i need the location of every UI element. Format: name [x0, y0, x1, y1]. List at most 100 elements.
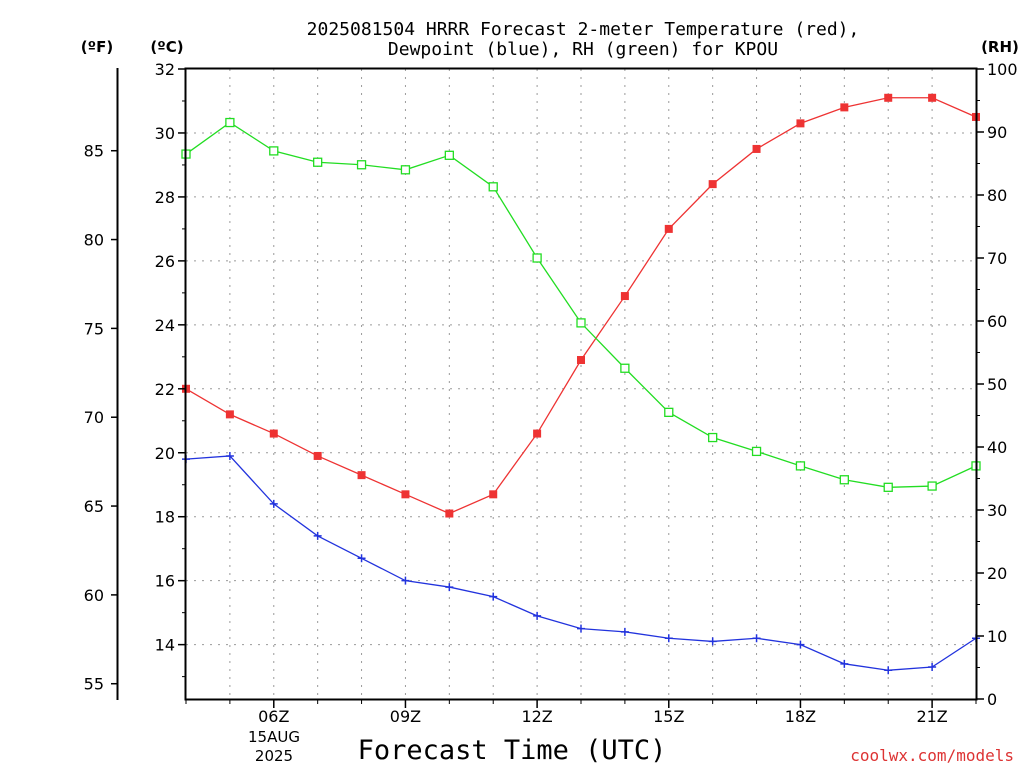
- celsius-tick-label: 30: [155, 124, 175, 143]
- celsius-axis-label: (ºC): [150, 38, 183, 56]
- rh-tick-label: 50: [987, 375, 1007, 394]
- x-tick-label: 09Z: [390, 707, 421, 726]
- x-tick-label: 06Z: [258, 707, 289, 726]
- dewpoint-point: [489, 592, 498, 601]
- temperature-point: [884, 93, 893, 102]
- x-tick-label: 21Z: [916, 707, 947, 726]
- fahrenheit-tick-label: 75: [84, 319, 104, 338]
- rh-tick-label: 100: [987, 60, 1018, 79]
- temperature-point: [357, 471, 366, 480]
- dewpoint-point: [928, 663, 937, 672]
- rh-point: [883, 482, 893, 492]
- rh-tick-label: 80: [987, 186, 1007, 205]
- rh-point: [400, 165, 411, 175]
- dewpoint-point: [884, 666, 893, 675]
- temperature-point: [664, 224, 673, 233]
- dewpoint-point: [577, 624, 585, 633]
- celsius-tick-label: 18: [155, 508, 175, 527]
- dewpoint-point: [533, 611, 542, 620]
- dewpoint-point: [752, 634, 761, 643]
- rh-point: [576, 318, 586, 328]
- temperature-line: [185, 97, 977, 515]
- x-tick-label: 15Z: [653, 707, 684, 726]
- rh-point: [839, 475, 849, 485]
- temperature-point: [489, 490, 498, 499]
- dewpoint-point: [225, 451, 234, 460]
- dewpoint-point: [620, 627, 629, 636]
- temperature-point: [445, 509, 454, 518]
- fahrenheit-tick-label: 70: [84, 408, 104, 427]
- fahrenheit-axis-label: (ºF): [81, 38, 113, 56]
- rh-point: [620, 363, 630, 373]
- dewpoint-point: [840, 659, 849, 668]
- fahrenheit-tick-label: 60: [84, 586, 104, 605]
- dewpoint-point: [445, 583, 454, 592]
- rh-tick-label: 60: [987, 312, 1007, 331]
- rh-point: [356, 160, 367, 170]
- tick-marks: [111, 68, 984, 708]
- temperature-point: [313, 451, 322, 460]
- chart-title-line-2: Dewpoint (blue), RH (green) for KPOU: [388, 39, 778, 60]
- temperature-point: [708, 180, 717, 189]
- rh-tick-label: 10: [987, 627, 1007, 646]
- rh-line: [185, 121, 977, 488]
- rh-tick-label: 30: [987, 501, 1007, 520]
- plot-frame: [184, 67, 978, 701]
- temperature-point: [577, 356, 585, 365]
- celsius-tick-label: 32: [155, 60, 175, 79]
- dewpoint-point: [664, 634, 673, 643]
- temperature-point: [928, 93, 937, 102]
- rh-series: [181, 117, 981, 492]
- rh-point: [927, 481, 937, 491]
- rh-point: [444, 150, 454, 160]
- date-label-year: 2025: [255, 747, 293, 765]
- fahrenheit-tick-label: 80: [84, 231, 104, 250]
- celsius-tick-label: 20: [155, 444, 175, 463]
- rh-point: [708, 432, 718, 443]
- rh-point: [664, 407, 674, 418]
- celsius-tick-label: 22: [155, 380, 175, 399]
- temperature-point: [840, 103, 849, 112]
- grid-lines: [186, 69, 976, 699]
- celsius-tick-label: 24: [155, 316, 175, 335]
- temperature-point: [225, 410, 234, 419]
- temperature-point: [269, 429, 278, 438]
- x-axis-title: Forecast Time (UTC): [358, 735, 667, 766]
- temperature-point: [752, 144, 761, 153]
- temperature-point: [401, 490, 410, 499]
- dewpoint-point: [357, 554, 366, 563]
- x-tick-label: 12Z: [521, 707, 552, 726]
- rh-point: [269, 146, 279, 156]
- temperature-point: [620, 292, 629, 301]
- dewpoint-point: [401, 576, 410, 585]
- rh-axis-label: (RH): [981, 38, 1019, 56]
- rh-tick-label: 70: [987, 249, 1007, 268]
- temperature-point: [533, 429, 542, 438]
- rh-point: [488, 182, 498, 192]
- temperature-point: [796, 119, 805, 128]
- rh-tick-label: 90: [987, 123, 1007, 142]
- celsius-tick-label: 14: [155, 636, 175, 655]
- dewpoint-point: [269, 499, 278, 508]
- rh-tick-label: 0: [987, 690, 997, 709]
- rh-point: [751, 446, 762, 457]
- rh-tick-label: 20: [987, 564, 1007, 583]
- dewpoint-point: [708, 637, 717, 646]
- rh-point: [313, 157, 323, 167]
- celsius-tick-label: 16: [155, 572, 175, 591]
- celsius-tick-label: 26: [155, 252, 175, 271]
- fahrenheit-tick-label: 65: [84, 497, 104, 516]
- rh-tick-label: 40: [987, 438, 1007, 457]
- fahrenheit-tick-label: 55: [84, 675, 104, 694]
- x-tick-label: 18Z: [785, 707, 816, 726]
- dewpoint-point: [313, 531, 322, 540]
- dewpoint-point: [796, 640, 805, 649]
- rh-point: [532, 253, 542, 263]
- celsius-tick-label: 28: [155, 188, 175, 207]
- fahrenheit-tick-label: 85: [84, 142, 104, 161]
- rh-point: [795, 461, 806, 471]
- data-series: [181, 93, 981, 675]
- credit-text: coolwx.com/models: [850, 746, 1014, 765]
- chart-title-line-1: 2025081504 HRRR Forecast 2-meter Tempera…: [307, 19, 860, 40]
